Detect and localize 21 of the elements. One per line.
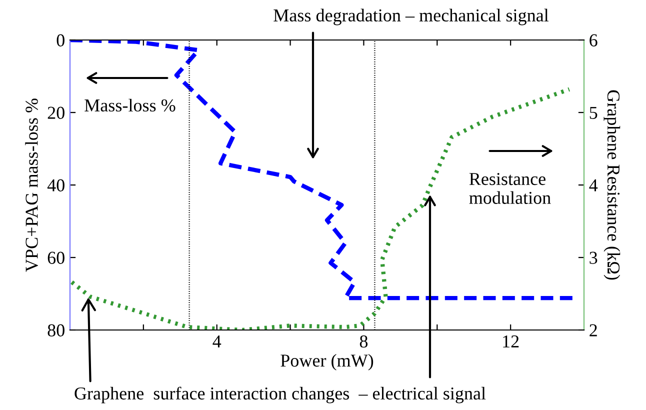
y2-axis-title: Graphene Resistance (kΩ) bbox=[604, 90, 620, 280]
y-tick-label: 60 bbox=[48, 252, 64, 264]
annotation: Graphene surface interaction changes – electrical signal bbox=[74, 386, 486, 404]
y2-tick-label: 6 bbox=[590, 34, 598, 46]
y2-tick-label: 4 bbox=[589, 179, 598, 192]
y2-tick-label: 3 bbox=[590, 252, 598, 264]
x-axis-title: Power (mW) bbox=[280, 354, 374, 370]
annotation: Mass-loss % bbox=[84, 98, 176, 112]
text: Mass degradation – mechanical signal bbox=[274, 8, 549, 26]
annotation: Resistance modulation bbox=[469, 172, 551, 204]
y-axis-title: VPC+PAG mass-loss % bbox=[25, 98, 38, 272]
x-tick-label: 4 bbox=[212, 336, 222, 348]
y-tick-label: 80 bbox=[48, 324, 64, 336]
x-tick-label: 8 bbox=[360, 335, 368, 348]
y2-tick-label: 5 bbox=[590, 106, 598, 119]
y-tick-label: 0 bbox=[56, 34, 64, 46]
y-tick-label: 20 bbox=[48, 106, 64, 119]
x-tick-label: 12 bbox=[503, 335, 519, 348]
y2-tick-label: 2 bbox=[590, 324, 597, 336]
y-tick-label: 40 bbox=[47, 179, 64, 192]
line-series bbox=[70, 87, 572, 330]
